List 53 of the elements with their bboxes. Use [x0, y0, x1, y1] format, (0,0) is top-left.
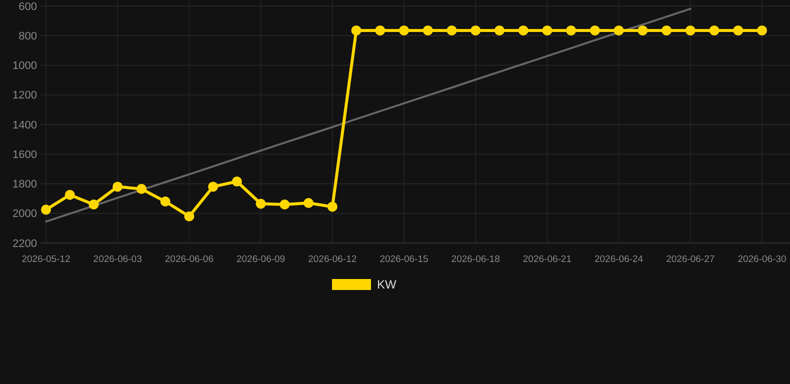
point: [280, 199, 290, 210]
x-tick-label: 2026-06-06: [164, 254, 214, 265]
point: [470, 25, 481, 36]
point: [446, 25, 457, 36]
point: [757, 25, 767, 36]
point: [733, 25, 744, 36]
y-tick-label: 2000: [12, 208, 37, 220]
point: [518, 25, 528, 36]
point: [399, 25, 409, 36]
point: [112, 182, 123, 192]
y-tick-label: 800: [18, 30, 37, 42]
x-tick-label: 2026-06-21: [522, 254, 572, 265]
y-tick-label: 1600: [12, 148, 37, 161]
point: [351, 25, 362, 36]
point: [304, 198, 314, 208]
point: [614, 25, 624, 36]
legend-label: KW: [377, 278, 398, 292]
point: [41, 204, 51, 215]
point: [638, 25, 648, 36]
x-tick-label: 2026-05-12: [22, 254, 70, 265]
x-tick-label: 2026-06-15: [380, 254, 428, 265]
x-tick-label: 2026-06-27: [666, 254, 715, 265]
x-tick-label: 2026-06-12: [308, 254, 357, 265]
point: [327, 202, 338, 212]
point: [542, 25, 552, 36]
y-tick-label: 1800: [12, 178, 37, 191]
x-tick-label: 2026-06-30: [738, 254, 786, 265]
y-tick-label: 600: [18, 0, 37, 13]
y-tick-label: 1200: [12, 90, 37, 102]
point: [232, 176, 242, 187]
point: [494, 25, 504, 36]
x-tick-label: 2026-06-18: [451, 254, 500, 265]
point: [422, 25, 433, 36]
line-series: [45, 8, 692, 223]
y-tick-label: 1000: [12, 60, 37, 72]
point: [208, 182, 218, 192]
point: [662, 25, 672, 36]
x-tick-label: 2026-06-09: [236, 254, 286, 265]
point: [64, 190, 75, 200]
point: [136, 184, 146, 194]
point: [685, 25, 696, 36]
point: [590, 25, 600, 36]
point: [184, 211, 194, 222]
point: [160, 196, 170, 207]
point: [709, 25, 720, 36]
y-tick-label: 1400: [12, 119, 37, 132]
point: [375, 25, 386, 36]
point: [88, 199, 99, 210]
x-tick-label: 2026-06-03: [93, 254, 142, 265]
x-tick-label: 2026-06-24: [594, 254, 644, 265]
point: [256, 198, 266, 209]
y-tick-label: 2200: [12, 238, 37, 250]
point: [566, 25, 576, 36]
